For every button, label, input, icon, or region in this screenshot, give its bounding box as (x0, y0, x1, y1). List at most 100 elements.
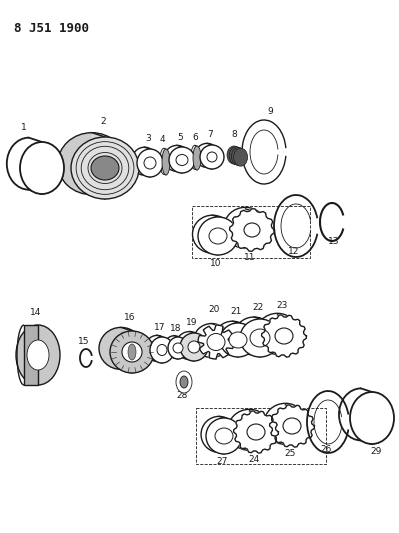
Polygon shape (213, 215, 218, 255)
Text: 5: 5 (177, 133, 183, 142)
Ellipse shape (275, 328, 293, 344)
Ellipse shape (128, 344, 136, 360)
Text: 2: 2 (100, 117, 106, 126)
Text: 3: 3 (145, 134, 151, 143)
Text: 27: 27 (216, 457, 228, 466)
Text: 4: 4 (159, 135, 165, 144)
Polygon shape (92, 133, 105, 199)
Text: 22: 22 (253, 303, 264, 312)
Ellipse shape (58, 133, 126, 195)
Ellipse shape (180, 376, 188, 388)
Ellipse shape (144, 157, 156, 169)
Ellipse shape (207, 152, 217, 162)
Ellipse shape (198, 217, 238, 255)
Text: 1: 1 (21, 123, 27, 132)
Polygon shape (174, 336, 178, 359)
Text: 20: 20 (208, 305, 220, 314)
Text: 29: 29 (370, 447, 382, 456)
Ellipse shape (244, 327, 264, 345)
Ellipse shape (247, 424, 265, 440)
Polygon shape (249, 411, 256, 451)
Ellipse shape (220, 323, 256, 357)
Polygon shape (285, 405, 292, 445)
Ellipse shape (244, 223, 260, 237)
Polygon shape (262, 315, 306, 357)
Text: 7: 7 (207, 130, 213, 139)
Bar (192, 206, 310, 258)
Text: 8 J51 1900: 8 J51 1900 (14, 22, 89, 35)
Ellipse shape (202, 150, 212, 160)
Ellipse shape (137, 149, 163, 177)
Text: 23: 23 (277, 301, 288, 310)
Text: 24: 24 (248, 455, 260, 464)
Ellipse shape (193, 146, 201, 170)
Ellipse shape (150, 337, 174, 363)
Ellipse shape (169, 342, 179, 352)
Polygon shape (121, 327, 132, 373)
Ellipse shape (207, 334, 225, 351)
Ellipse shape (27, 340, 49, 370)
Ellipse shape (188, 341, 200, 353)
Polygon shape (245, 209, 252, 249)
Ellipse shape (224, 207, 267, 248)
Ellipse shape (228, 409, 271, 450)
Ellipse shape (180, 333, 208, 361)
Ellipse shape (20, 142, 64, 194)
Text: 18: 18 (170, 324, 182, 333)
Polygon shape (177, 146, 182, 173)
Ellipse shape (231, 148, 245, 165)
Ellipse shape (233, 148, 248, 166)
Polygon shape (277, 315, 284, 355)
Text: 12: 12 (288, 247, 300, 256)
Text: 21: 21 (230, 307, 242, 316)
Ellipse shape (209, 228, 227, 244)
Ellipse shape (157, 344, 167, 356)
Polygon shape (219, 416, 224, 454)
Ellipse shape (171, 153, 183, 164)
Ellipse shape (227, 146, 241, 164)
Text: 8: 8 (231, 130, 237, 139)
Text: 11: 11 (244, 253, 256, 262)
Ellipse shape (229, 147, 243, 165)
Ellipse shape (91, 156, 119, 180)
Bar (24, 325, 38, 385)
Ellipse shape (99, 327, 143, 369)
Ellipse shape (350, 392, 394, 444)
Polygon shape (229, 209, 275, 251)
Text: 26: 26 (320, 445, 332, 454)
Ellipse shape (210, 426, 228, 442)
Polygon shape (254, 317, 260, 357)
Polygon shape (361, 389, 372, 444)
Ellipse shape (122, 342, 142, 362)
Ellipse shape (176, 155, 188, 166)
Ellipse shape (283, 418, 301, 434)
Ellipse shape (71, 137, 139, 199)
Ellipse shape (152, 343, 162, 354)
Ellipse shape (200, 145, 224, 169)
Ellipse shape (110, 331, 154, 373)
Ellipse shape (203, 226, 221, 242)
Ellipse shape (264, 403, 307, 445)
Text: 16: 16 (124, 313, 136, 322)
Text: 6: 6 (192, 133, 198, 142)
Text: 17: 17 (154, 323, 166, 332)
Polygon shape (207, 143, 212, 169)
Text: 9: 9 (267, 107, 273, 116)
Ellipse shape (223, 330, 241, 346)
Ellipse shape (173, 343, 183, 353)
Ellipse shape (194, 324, 229, 358)
Ellipse shape (206, 418, 242, 454)
Polygon shape (233, 321, 238, 357)
Polygon shape (157, 335, 162, 363)
Ellipse shape (256, 313, 299, 354)
Ellipse shape (168, 337, 188, 359)
Text: 28: 28 (176, 391, 188, 400)
Polygon shape (29, 138, 42, 194)
Text: 25: 25 (284, 449, 296, 458)
Ellipse shape (176, 371, 192, 393)
Ellipse shape (16, 325, 60, 385)
Text: 14: 14 (30, 308, 41, 317)
Text: 10: 10 (210, 259, 222, 268)
Ellipse shape (160, 148, 168, 174)
Text: 15: 15 (78, 337, 90, 346)
